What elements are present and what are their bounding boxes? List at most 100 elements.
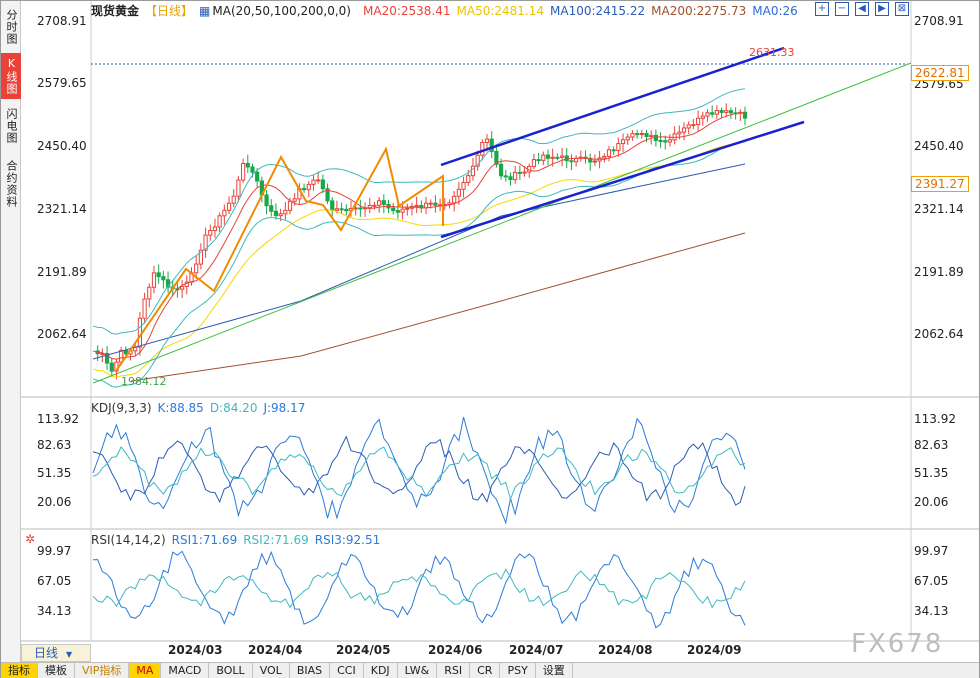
candle-body xyxy=(620,139,626,145)
tab-vol[interactable]: VOL xyxy=(253,663,290,678)
rsi-axis-label: 34.13 xyxy=(37,604,72,618)
date-label: 2024/08 xyxy=(598,643,653,657)
candle-body xyxy=(494,150,499,165)
candle-body xyxy=(667,139,673,143)
candle-body xyxy=(414,204,419,207)
right-axis-label: 2191.89 xyxy=(914,265,964,279)
left-axis-label: 2708.91 xyxy=(37,14,87,28)
candle-body xyxy=(541,154,546,161)
candle-body xyxy=(278,213,283,217)
candle-body xyxy=(372,204,377,207)
rsi-axis-label: 99.97 xyxy=(37,544,72,558)
candle-body xyxy=(353,207,358,210)
candle-body xyxy=(264,194,269,207)
candle-body xyxy=(381,200,386,206)
chevron-down-icon: ▼ xyxy=(66,650,73,659)
candle-body xyxy=(226,202,232,211)
candle-body xyxy=(344,208,349,212)
scroll-right-icon[interactable]: ▶ xyxy=(875,2,889,16)
period-selector[interactable]: 日线 ▼ xyxy=(21,644,91,662)
tab-rsi[interactable]: RSI xyxy=(437,663,471,678)
candle-body xyxy=(330,200,335,211)
left-axis-label: 2062.64 xyxy=(37,327,87,341)
candle-body xyxy=(498,163,504,177)
candle-body xyxy=(433,202,438,206)
candle-body xyxy=(602,155,607,159)
date-label: 2024/07 xyxy=(509,643,564,657)
low-price-label: 1984.12 xyxy=(121,375,167,388)
candle-body xyxy=(564,155,569,162)
tab-ma[interactable]: MA xyxy=(129,663,162,678)
candle-body xyxy=(742,111,748,119)
zoom-out-icon[interactable]: − xyxy=(835,2,849,16)
candle-body xyxy=(508,176,513,180)
tab-kline[interactable]: K线图 xyxy=(1,53,21,99)
tab-settings[interactable]: 设置 xyxy=(536,663,573,678)
kdj-title[interactable]: KDJ(9,3,3) xyxy=(91,401,152,415)
candle-body xyxy=(194,263,199,274)
date-label: 2024/09 xyxy=(687,643,742,657)
rsi-axis-label: 67.05 xyxy=(914,574,949,588)
candle-body xyxy=(325,188,330,202)
indicator-tab-bar: 指标 模板 VIP指标 MA MACD BOLL VOL BIAS CCI KD… xyxy=(1,662,979,678)
candle-body xyxy=(208,229,213,236)
tab-macd[interactable]: MACD xyxy=(161,663,210,678)
tab-contract-info[interactable]: 合约资料 xyxy=(5,160,18,208)
tab-boll[interactable]: BOLL xyxy=(209,663,253,678)
candle-body xyxy=(705,112,710,117)
candle-body xyxy=(212,226,218,231)
tab-psy[interactable]: PSY xyxy=(500,663,536,678)
rsi3-value: RSI3:92.51 xyxy=(314,533,381,547)
tab-cci[interactable]: CCI xyxy=(330,663,364,678)
candle-body xyxy=(550,156,555,159)
candle-body xyxy=(616,143,621,152)
left-axis-label: 2450.40 xyxy=(37,139,87,153)
kdj-d-value: D:84.20 xyxy=(209,401,258,415)
ma-params[interactable]: ▦ MA(20,50,100,200,0,0) xyxy=(199,4,351,18)
candle-body xyxy=(710,112,715,115)
candle-body xyxy=(728,110,734,114)
scroll-left-icon[interactable]: ◀ xyxy=(855,2,869,16)
tab-templates[interactable]: 模板 xyxy=(38,663,75,678)
period-label[interactable]: 【日线】 xyxy=(145,4,194,18)
ma-params-icon: ▦ xyxy=(199,4,211,18)
kdj-k-value: K:88.85 xyxy=(157,401,204,415)
candle-body xyxy=(367,204,372,209)
settings-gear-icon[interactable]: ✲ xyxy=(25,532,36,546)
left-axis-label: 2579.65 xyxy=(37,76,87,90)
rsi1-line xyxy=(92,568,746,609)
rsi-title[interactable]: RSI(14,14,2) xyxy=(91,533,166,547)
kdj-axis-label: 113.92 xyxy=(37,412,79,426)
candle-body xyxy=(639,132,644,135)
tab-cr[interactable]: CR xyxy=(470,663,501,678)
candle-body xyxy=(456,188,461,197)
tab-kdj[interactable]: KDJ xyxy=(364,663,398,678)
candle-body xyxy=(630,133,635,138)
tab-time-sharing[interactable]: 分时图 xyxy=(5,9,18,45)
kdj-axis-label: 20.06 xyxy=(914,495,949,509)
kdj-axis-label: 20.06 xyxy=(37,495,72,509)
date-label: 2024/06 xyxy=(428,643,483,657)
candle-body xyxy=(405,207,410,210)
collapse-icon[interactable]: ⊠ xyxy=(895,2,909,16)
candle-body xyxy=(358,207,363,210)
tab-lw[interactable]: LW& xyxy=(398,663,438,678)
candle-body xyxy=(292,198,297,202)
tab-bias[interactable]: BIAS xyxy=(290,663,331,678)
candle-body xyxy=(649,134,654,138)
candle-body xyxy=(695,117,701,126)
kdj-axis-label: 51.35 xyxy=(914,466,949,480)
candle-body xyxy=(559,155,565,158)
tab-vip-indicators[interactable]: VIP指标 xyxy=(75,663,130,678)
zoom-in-icon[interactable]: + xyxy=(815,2,829,16)
chart-canvas[interactable]: 2631.33 1984.12 xyxy=(1,1,979,661)
candle-body xyxy=(569,160,574,163)
candle-body xyxy=(719,110,724,113)
candle-body xyxy=(165,279,171,288)
tab-flash-chart[interactable]: 闪电图 xyxy=(5,108,18,144)
tab-indicators[interactable]: 指标 xyxy=(1,663,38,678)
candle-body xyxy=(517,171,522,174)
date-label: 2024/03 xyxy=(168,643,223,657)
kdj-j-value: J:98.17 xyxy=(263,401,306,415)
